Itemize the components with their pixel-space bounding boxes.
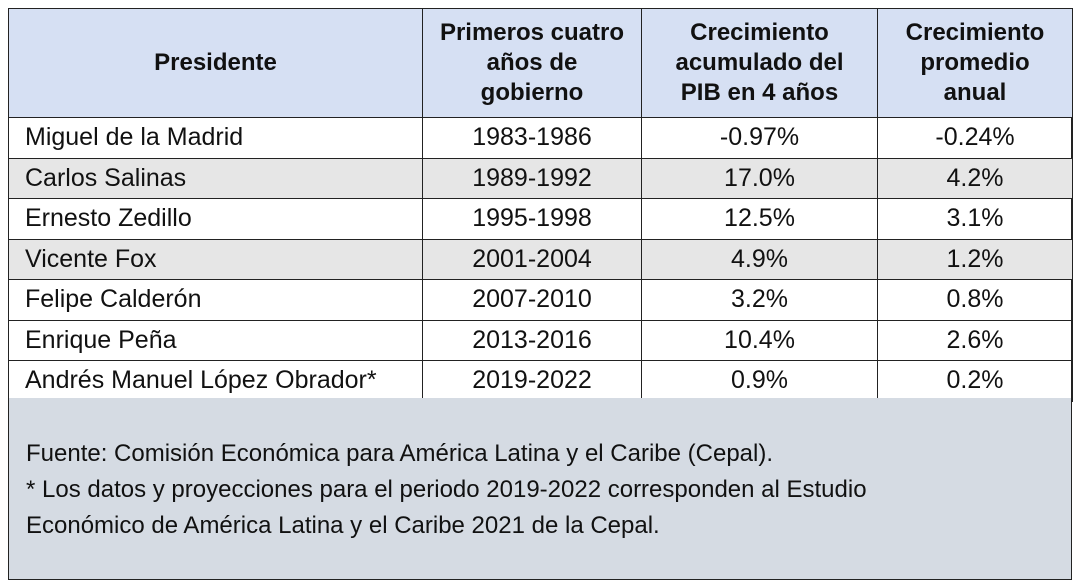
table-header-row: Presidente Primeros cuatro años de gobie… [8,8,1073,118]
cell-president: Ernesto Zedillo [8,198,423,240]
header-period-line1: Primeros cuatro [439,19,625,46]
table-row: Carlos Salinas 1989-1992 17.0% 4.2% [8,157,1073,199]
cell-period: 2001-2004 [422,238,642,280]
cell-annual: 4.2% [877,157,1073,199]
cell-cumulative: 12.5% [641,198,878,240]
header-cumulative-line1: Crecimiento [690,19,829,46]
table-row: Ernesto Zedillo 1995-1998 12.5% 3.1% [8,198,1073,240]
header-cumulative-line2: acumulado del [675,49,844,76]
header-annual-line2: promedio [920,49,1030,76]
cell-period: 2007-2010 [422,279,642,321]
footnote-line-2: Económico de América Latina y el Caribe … [26,512,660,539]
cell-cumulative: 3.2% [641,279,878,321]
cell-annual: 0.2% [877,360,1073,402]
cell-president: Felipe Calderón [8,279,423,321]
footnote-line-1: * Los datos y proyecciones para el perio… [26,476,867,503]
cell-period: 2019-2022 [422,360,642,402]
cell-annual: -0.24% [877,117,1073,159]
source-note: Fuente: Comisión Económica para América … [26,440,774,467]
cell-cumulative: 4.9% [641,238,878,280]
table-row: Felipe Calderón 2007-2010 3.2% 0.8% [8,279,1073,321]
cell-cumulative: -0.97% [641,117,878,159]
cell-annual: 1.2% [877,238,1073,280]
header-president-line1: Presidente [154,49,277,76]
cell-period: 1995-1998 [422,198,642,240]
cell-period: 1989-1992 [422,157,642,199]
table-row: Miguel de la Madrid 1983-1986 -0.97% -0.… [8,117,1073,159]
cell-president: Vicente Fox [8,238,423,280]
table-row: Enrique Peña 2013-2016 10.4% 2.6% [8,319,1073,361]
cell-period: 2013-2016 [422,319,642,361]
gdp-growth-table: Presidente Primeros cuatro años de gobie… [8,8,1073,402]
header-annual-line1: Crecimiento [905,19,1045,46]
cell-president: Enrique Peña [8,319,423,361]
header-period-line3: gobierno [480,79,584,106]
notes-panel: Fuente: Comisión Económica para América … [9,398,1071,579]
cell-president: Miguel de la Madrid [8,117,423,159]
table-row: Vicente Fox 2001-2004 4.9% 1.2% [8,238,1073,280]
header-period-line2: años de [486,49,578,76]
header-annual: Crecimiento promedio anual [877,8,1073,118]
cell-cumulative: 10.4% [641,319,878,361]
table-row: Andrés Manuel López Obrador* 2019-2022 0… [8,360,1073,402]
cell-president: Carlos Salinas [8,157,423,199]
cell-annual: 0.8% [877,279,1073,321]
cell-cumulative: 0.9% [641,360,878,402]
cell-annual: 3.1% [877,198,1073,240]
header-annual-line3: anual [943,79,1007,106]
header-period: Primeros cuatro años de gobierno [422,8,642,118]
header-president: Presidente [8,8,423,118]
cell-cumulative: 17.0% [641,157,878,199]
header-cumulative: Crecimiento acumulado del PIB en 4 años [641,8,878,118]
header-cumulative-line3: PIB en 4 años [680,79,839,106]
cell-period: 1983-1986 [422,117,642,159]
cell-president: Andrés Manuel López Obrador* [8,360,423,402]
cell-annual: 2.6% [877,319,1073,361]
